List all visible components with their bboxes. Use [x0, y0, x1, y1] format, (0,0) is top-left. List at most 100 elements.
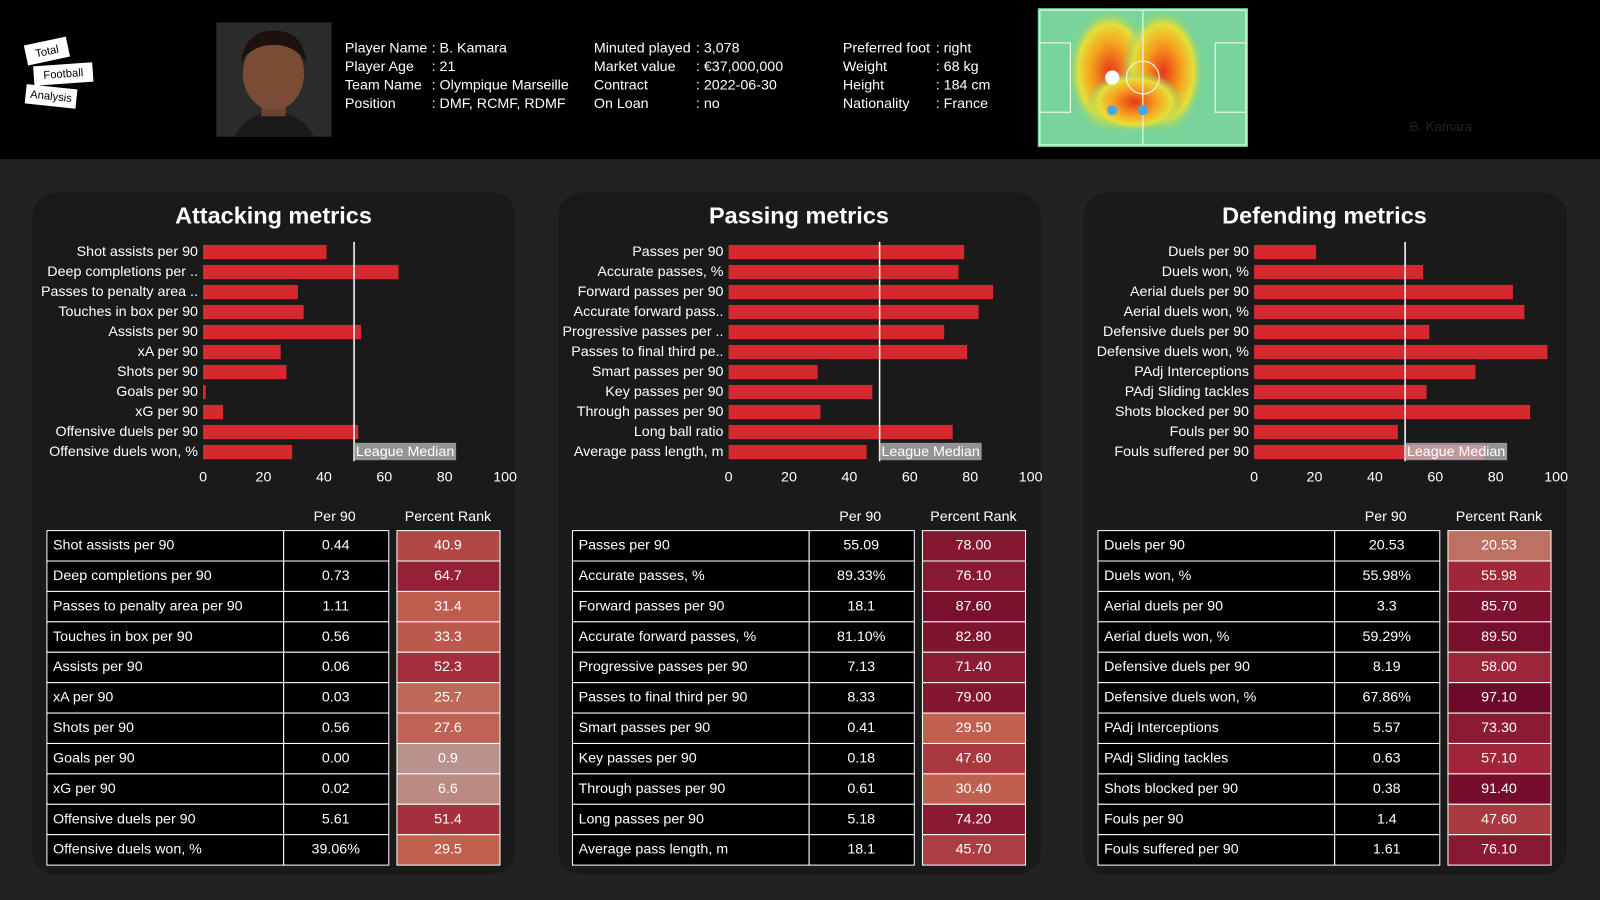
info-label: Position [345, 96, 396, 112]
rank-cell [1447, 590, 1552, 623]
bar-label: Average pass length, m [574, 444, 724, 460]
per90-value: 55.98% [1363, 568, 1412, 584]
per90-value: 39.06% [312, 842, 361, 858]
bar [1254, 384, 1427, 400]
row-label: Deep completions per 90 [53, 568, 212, 584]
per90-value: 0.02 [322, 781, 350, 797]
logo: Total Football Analysis [23, 36, 94, 109]
name-cell [1097, 651, 1336, 684]
per90-cell [283, 590, 390, 623]
per90-cell [283, 560, 390, 592]
per90-value: 0.41 [847, 720, 875, 736]
bar [203, 264, 399, 280]
bar [203, 244, 327, 260]
name-cell [571, 682, 810, 714]
per90-cell [1334, 621, 1441, 653]
name-cell [571, 590, 810, 623]
rank-cell [1447, 621, 1552, 653]
rank-value: 87.60 [956, 598, 992, 614]
per90-value: 5.57 [1373, 720, 1401, 736]
row-label: Duels won, % [1104, 568, 1192, 584]
panel-title: Passing metrics [709, 203, 889, 229]
rank-value: 76.10 [1481, 842, 1517, 858]
bar [728, 304, 979, 320]
name-cell [46, 530, 285, 562]
info-value: : 68 kg [936, 59, 979, 75]
name-cell [1097, 712, 1336, 744]
rank-value: 47.60 [1481, 811, 1517, 827]
panel-title: Attacking metrics [175, 203, 372, 229]
per90-cell [1334, 560, 1441, 592]
table-header: Per 90 [839, 509, 881, 525]
x-tick-label: 20 [1307, 469, 1323, 485]
bar-label: xG per 90 [135, 404, 198, 420]
rank-value: 73.30 [1481, 720, 1517, 736]
table-header: Per 90 [314, 509, 356, 525]
bar [728, 364, 818, 380]
row-label: PAdj Interceptions [1104, 720, 1219, 736]
row-label: Fouls suffered per 90 [1104, 842, 1239, 858]
x-tick-label: 40 [316, 469, 332, 485]
rank-value: 97.10 [1481, 690, 1517, 706]
rank-value: 6.6 [438, 781, 458, 797]
info-label: Weight [843, 59, 887, 75]
logo-box [23, 36, 71, 66]
info-value: : DMF, RCMF, RDMF [432, 96, 566, 112]
rank-cell [396, 742, 501, 775]
row-label: Offensive duels won, % [53, 842, 202, 858]
row-label: xA per 90 [53, 690, 113, 706]
per90-value: 59.29% [1363, 629, 1412, 645]
info-label: Height [843, 77, 884, 93]
rank-cell [1447, 651, 1552, 684]
per90-value: 1.61 [1373, 842, 1401, 858]
name-cell [571, 530, 810, 562]
row-label: Shots blocked per 90 [1104, 781, 1238, 797]
x-tick-label: 100 [1544, 469, 1568, 485]
rank-cell [1447, 712, 1552, 744]
bar-label: Aerial duels won, % [1124, 304, 1250, 320]
per90-cell [1334, 651, 1441, 684]
rank-value: 45.70 [956, 842, 992, 858]
rank-value: 29.50 [956, 720, 992, 736]
info-label: Player Age [345, 59, 414, 75]
face [242, 36, 305, 111]
info-value: : 184 cm [936, 77, 991, 93]
heatmap-label: B. Kamara [1410, 119, 1473, 134]
bar [203, 284, 298, 300]
name-cell [46, 560, 285, 592]
bar-label: Touches in box per 90 [58, 304, 198, 320]
name-cell [571, 742, 810, 775]
bar-label: Duels per 90 [1168, 244, 1249, 260]
row-label: Duels per 90 [1104, 538, 1185, 554]
per90-value: 18.1 [847, 842, 875, 858]
bar-label: Defensive duels per 90 [1103, 324, 1249, 340]
row-label: Accurate forward passes, % [579, 629, 757, 645]
rank-cell [921, 773, 1027, 805]
info-value: : 21 [432, 59, 456, 75]
name-cell [571, 834, 810, 866]
bar-label: Passes to penalty area .. [41, 284, 198, 300]
rank-value: 27.6 [434, 720, 462, 736]
bar-label: Defensive duels won, % [1097, 344, 1250, 360]
bar [728, 264, 959, 280]
per90-cell [283, 834, 390, 866]
rank-cell [396, 530, 501, 562]
rank-cell [396, 560, 501, 592]
per90-value: 18.1 [847, 598, 875, 614]
per90-cell [1334, 742, 1441, 775]
rank-value: 79.00 [956, 690, 992, 706]
bar [728, 384, 873, 400]
rank-cell [921, 834, 1027, 866]
x-tick-label: 80 [437, 469, 453, 485]
rank-cell [1447, 742, 1552, 775]
bar-label: Passes per 90 [632, 244, 723, 260]
name-cell [1097, 773, 1336, 805]
row-label: PAdj Sliding tackles [1104, 750, 1228, 766]
x-tick-label: 0 [1250, 469, 1258, 485]
rank-cell [921, 590, 1027, 623]
rank-cell [921, 530, 1027, 562]
x-tick-label: 60 [1427, 469, 1443, 485]
info-value: : €37,000,000 [696, 59, 783, 75]
logo-text: Football [43, 67, 84, 82]
